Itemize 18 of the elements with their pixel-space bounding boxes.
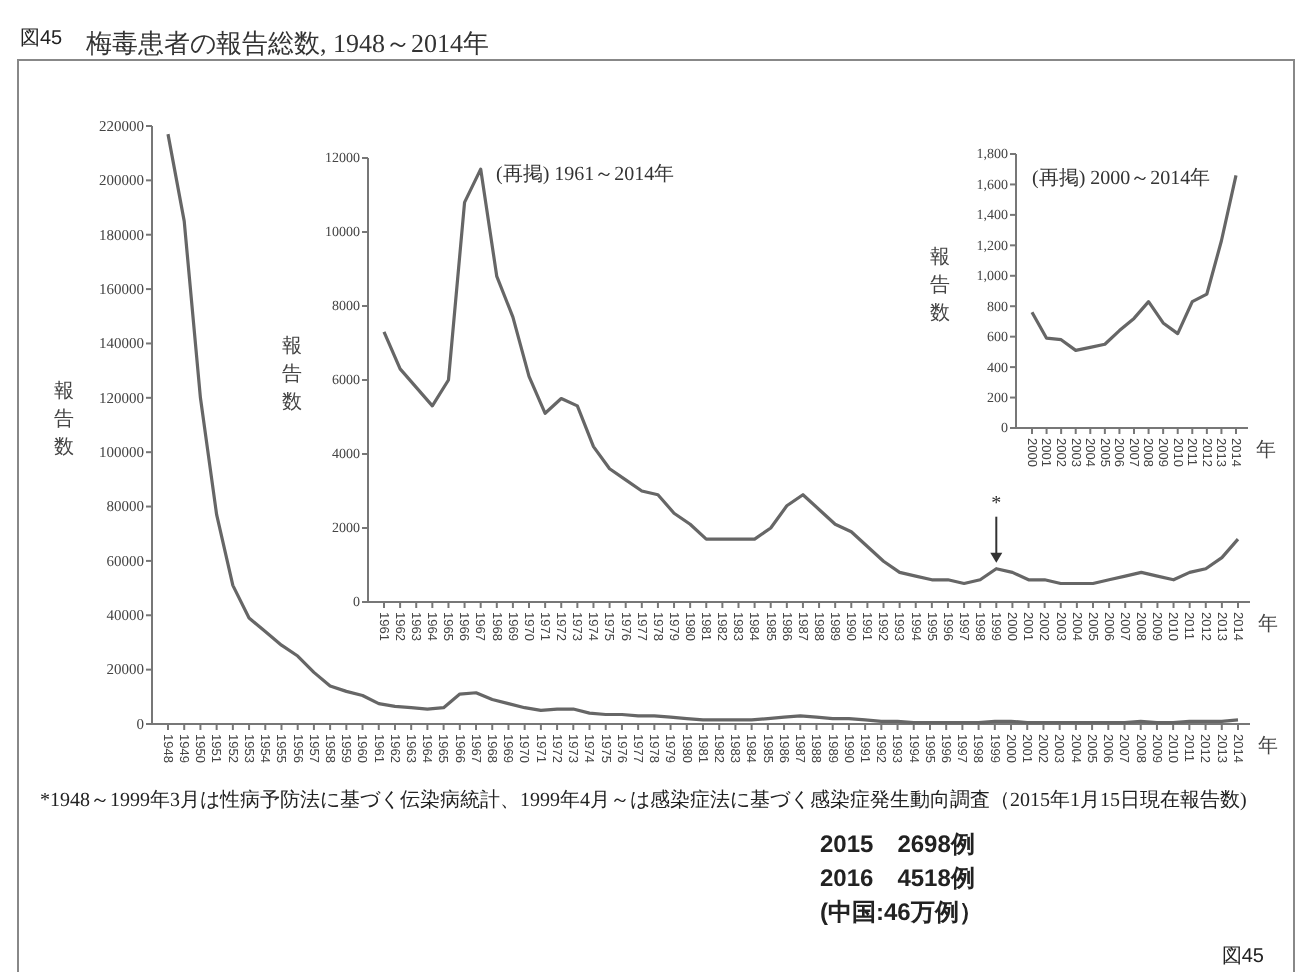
annotation: * [991, 492, 1002, 515]
text: (中国:46万例） [820, 898, 983, 926]
caption: 図45 [20, 28, 64, 50]
x-axis-title: 年 [1258, 734, 1278, 758]
text: 2016 4518例 [820, 864, 975, 892]
line-series [166, 132, 1240, 725]
x-axis-title: 年 [1256, 438, 1276, 462]
y-axis-title: 報告数 [282, 334, 302, 414]
line-series [382, 167, 1240, 586]
text: *1948～1999年3月は性病予防法に基づく伝染病統計、1999年4月～は感染症法に基づく感染症発生動向調査（2015年1月15日現在報告数) [40, 788, 1247, 812]
x-axis-title: 年 [1258, 612, 1278, 636]
text: (再掲) 2000～2014年 [1032, 166, 1211, 190]
chart-title: (再掲) 1961～2014年 [496, 162, 675, 186]
chart-title: 梅毒患者の報告総数, 1948～2014年 [84, 28, 489, 58]
y-axis-title: 報告数 [54, 379, 74, 459]
y-axis-title: 報告数 [930, 245, 950, 325]
caption: 図45 [1221, 946, 1265, 968]
text: 2015 2698例 [820, 830, 975, 858]
